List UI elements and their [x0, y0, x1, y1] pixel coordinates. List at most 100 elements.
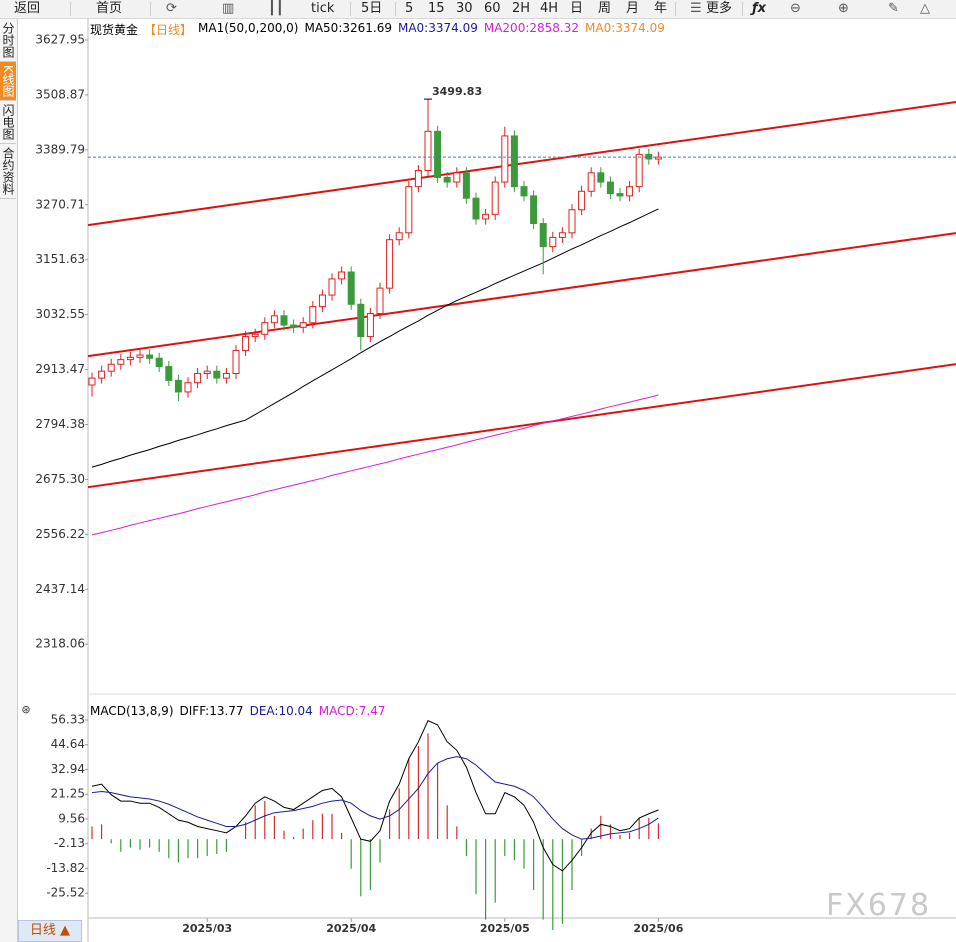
back-button[interactable]: 返回: [14, 1, 41, 16]
y-tick-label: 9.56: [58, 811, 85, 825]
period-year[interactable]: 年: [654, 1, 668, 16]
y-tick-label: 56.33: [51, 712, 85, 726]
candle-body: [491, 181, 499, 215]
candle-body: [520, 186, 528, 197]
candle-body: [338, 271, 346, 280]
more-button[interactable]: 更多: [706, 1, 733, 16]
candle-body: [299, 322, 307, 328]
candle-body: [222, 372, 230, 379]
y-tick-label: -13.82: [46, 861, 85, 875]
candle-body: [434, 130, 442, 178]
x-tick-label: 2025/05: [480, 922, 530, 935]
indicator-label: MA0:3374.09: [585, 21, 665, 35]
y-tick-label: 3627.95: [35, 33, 85, 47]
candle-body: [213, 370, 221, 379]
refresh-icon[interactable]: ⟳: [166, 1, 177, 16]
candle-body: [309, 306, 317, 324]
period-5d[interactable]: 5日: [361, 1, 383, 16]
y-tick-label: 2556.22: [35, 527, 85, 541]
zoom-out-icon[interactable]: ⊖: [790, 1, 801, 16]
period-15[interactable]: 15: [428, 1, 445, 16]
candle-body: [597, 172, 605, 183]
y-tick-label: 32.94: [51, 762, 85, 776]
candle-body: [606, 181, 614, 195]
candle-body: [414, 170, 422, 188]
candle-body: [146, 354, 154, 359]
period-week[interactable]: 周: [598, 1, 612, 16]
fx-icon[interactable]: ƒx: [752, 1, 767, 16]
y-tick-label: 3032.55: [35, 307, 85, 321]
tab-contract[interactable]: 合约资料: [0, 144, 16, 199]
period-day[interactable]: 日: [570, 1, 584, 16]
period-button[interactable]: 日线 ▲: [18, 920, 82, 942]
candle-body: [443, 176, 451, 183]
candle-body: [88, 377, 96, 386]
y-tick-label: 2437.14: [35, 582, 85, 596]
indicator-label: DIFF:13.77: [179, 704, 244, 718]
tab-flash[interactable]: 闪电图: [0, 101, 16, 144]
candle-body: [184, 382, 192, 393]
indicator-label: MA200:2858.32: [483, 21, 579, 35]
macd-line: [91, 720, 659, 872]
shape-icon[interactable]: △: [920, 1, 930, 16]
chart-icon[interactable]: ▥: [222, 1, 235, 16]
candle-body: [194, 372, 202, 384]
candle-body: [98, 370, 106, 379]
y-tick-label: 2913.47: [35, 362, 85, 376]
candle-body: [424, 130, 432, 172]
y-tick-label: 44.64: [51, 737, 85, 751]
toolbar: 返回 首页 ⟳ ▥ ┃┃ tick 5日 5 15 30 60 2H 4H 日 …: [0, 0, 956, 19]
candle-body: [136, 354, 144, 358]
zoom-in-icon[interactable]: ⊕: [838, 1, 849, 16]
candle-body: [347, 271, 355, 305]
candle-body: [635, 153, 643, 188]
candle-body: [587, 172, 595, 192]
moving-average: [91, 208, 659, 468]
candle-icon[interactable]: ┃┃: [268, 1, 284, 16]
menu-icon[interactable]: ☰: [690, 1, 702, 16]
y-tick-label: 3151.63: [35, 252, 85, 266]
candle-body: [405, 186, 413, 234]
y-tick-label: 3389.79: [35, 142, 85, 156]
indicator-label: MA0:3374.09: [397, 21, 478, 35]
period-4h[interactable]: 4H: [540, 1, 559, 16]
candle-body: [251, 333, 259, 338]
candle-body: [261, 322, 269, 335]
candle-body: [578, 190, 586, 211]
y-tick-label: 3508.87: [35, 87, 85, 101]
period-tick[interactable]: tick: [311, 1, 335, 16]
home-button[interactable]: 首页: [96, 1, 123, 16]
indicator-label[interactable]: MA1(50,0,200,0): [198, 21, 299, 35]
candle-body: [270, 315, 278, 324]
tab-timeshare[interactable]: 分时图: [0, 19, 16, 62]
indicator-label: DEA:10.04: [249, 704, 313, 718]
period-30[interactable]: 30: [456, 1, 473, 16]
candle-body: [626, 186, 634, 197]
y-tick-label: 3270.71: [35, 197, 85, 211]
period-60[interactable]: 60: [484, 1, 501, 16]
period-2h[interactable]: 2H: [512, 1, 531, 16]
trendline: [87, 232, 956, 358]
macd-icon[interactable]: ⊛: [21, 703, 30, 716]
candle-body: [366, 313, 374, 338]
trendline: [87, 101, 956, 227]
macd-header: MACD(13,8,9) DIFF:13.77 DEA:10.04 MACD:7.47: [90, 704, 386, 718]
candle-body: [472, 197, 480, 220]
tab-kline[interactable]: K线图: [0, 62, 16, 101]
draw-icon[interactable]: ✎: [888, 1, 899, 16]
watermark: FX678: [826, 888, 932, 923]
main-header: 现货黄金 【日线】 MA1(50,0,200,0) MA50:3261.69 MA0:3…: [90, 21, 665, 38]
period-5[interactable]: 5: [405, 1, 414, 16]
candle-body: [376, 287, 384, 315]
candle-body: [174, 379, 182, 393]
candle-body: [539, 223, 547, 248]
candle-body: [328, 278, 336, 296]
x-tick-label: 2025/04: [326, 922, 376, 935]
candle-body: [482, 213, 490, 220]
period-month[interactable]: 月: [626, 1, 640, 16]
candle-body: [453, 172, 461, 183]
y-tick-label: -25.52: [46, 886, 85, 900]
y-tick-label: 2675.30: [35, 472, 85, 486]
candle-body: [530, 195, 538, 225]
